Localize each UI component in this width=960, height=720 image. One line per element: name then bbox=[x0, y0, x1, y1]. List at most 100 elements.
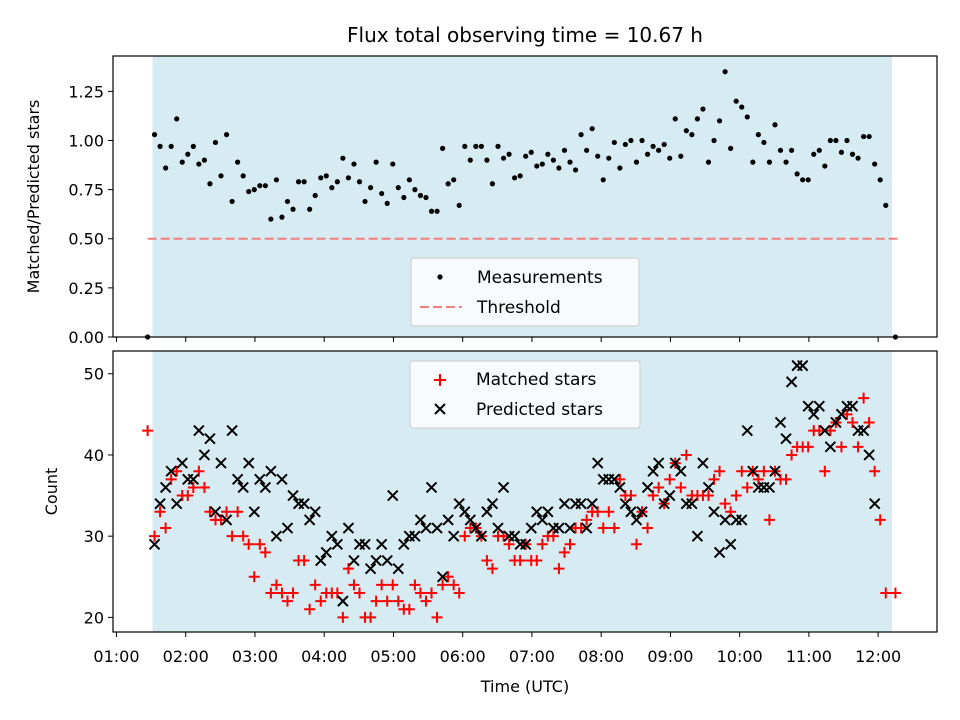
predicted-stars-point bbox=[652, 457, 665, 469]
matched-stars-point bbox=[642, 522, 654, 534]
predicted-stars-point bbox=[619, 497, 632, 510]
matched-stars-point bbox=[365, 611, 377, 623]
measurement-point bbox=[174, 116, 180, 122]
measurement-point bbox=[750, 159, 756, 165]
measurement-point bbox=[351, 161, 357, 167]
predicted-stars-point bbox=[741, 424, 753, 437]
measurement-point bbox=[644, 151, 651, 157]
bottom-panel-ylabel: Count bbox=[42, 468, 61, 516]
measurement-point bbox=[489, 181, 496, 187]
measurement-point bbox=[201, 157, 208, 163]
matched-stars-point bbox=[281, 595, 293, 607]
measurement-point bbox=[595, 153, 601, 159]
matched-stars-point bbox=[813, 425, 825, 437]
matched-stars-point bbox=[304, 603, 316, 615]
matched-stars-point bbox=[880, 587, 892, 599]
matched-stars-point bbox=[226, 530, 238, 542]
top-y-tick-label: 0.00 bbox=[68, 328, 104, 347]
predicted-stars-point bbox=[281, 522, 294, 534]
matched-stars-point bbox=[780, 473, 792, 485]
predicted-stars-point bbox=[819, 424, 831, 437]
measurement-point bbox=[700, 106, 706, 112]
measurement-point bbox=[606, 155, 612, 161]
measurement-point bbox=[667, 155, 673, 161]
matched-stars-point bbox=[315, 595, 327, 607]
matched-stars-point bbox=[553, 563, 565, 575]
predicted-stars-point bbox=[492, 522, 504, 534]
matched-stars-point bbox=[414, 587, 426, 599]
matched-stars-point bbox=[154, 506, 166, 518]
matched-stars-point bbox=[536, 538, 548, 550]
predicted-stars-point bbox=[697, 457, 709, 469]
measurement-point bbox=[567, 159, 573, 165]
predicted-stars-point bbox=[719, 514, 731, 526]
predicted-stars-point bbox=[641, 481, 654, 494]
top-legend-box bbox=[410, 257, 640, 327]
predicted-stars-point bbox=[359, 538, 371, 550]
measurement-point bbox=[849, 151, 856, 157]
measurement-point bbox=[877, 177, 883, 183]
matched-stars-point bbox=[442, 571, 454, 583]
predicted-stars-point bbox=[326, 530, 338, 542]
measurement-point bbox=[805, 177, 811, 183]
matched-stars-point bbox=[736, 465, 748, 477]
measurement-point bbox=[661, 141, 667, 148]
predicted-stars-point bbox=[536, 514, 549, 526]
predicted-stars-point bbox=[431, 522, 443, 534]
measurement-point bbox=[495, 143, 501, 149]
predicted-stars-point bbox=[392, 562, 404, 575]
measurement-point bbox=[811, 151, 817, 157]
top-panel-frame bbox=[112, 55, 938, 338]
measurement-point bbox=[268, 216, 274, 222]
matched-stars-point bbox=[403, 603, 415, 615]
predicted-stars-point bbox=[370, 554, 382, 567]
bottom-legend: Matched stars Predicted stars bbox=[409, 360, 641, 429]
predicted-stars-point bbox=[231, 473, 244, 486]
measurement-point bbox=[800, 177, 806, 183]
measurement-point bbox=[246, 188, 252, 195]
x-axis-label: Time (UTC) bbox=[480, 677, 569, 696]
predicted-stars-point bbox=[591, 457, 604, 469]
legend-threshold-label: Threshold bbox=[476, 298, 561, 318]
matched-stars-point bbox=[741, 481, 753, 493]
predicted-stars-point bbox=[375, 538, 388, 550]
measurement-point bbox=[761, 139, 767, 146]
measurement-point bbox=[584, 147, 590, 153]
measurement-point bbox=[329, 185, 335, 191]
predicted-stars-point bbox=[658, 497, 670, 510]
x-tick-label: 02:00 bbox=[163, 647, 209, 666]
measurement-point bbox=[777, 147, 784, 153]
measurement-point bbox=[561, 147, 568, 153]
measurement-point bbox=[534, 163, 540, 169]
predicted-stars-point bbox=[315, 554, 327, 567]
predicted-stars-point bbox=[553, 522, 565, 534]
measurement-point bbox=[163, 165, 169, 171]
predicted-stars-point bbox=[248, 506, 260, 518]
matched-stars-point bbox=[614, 473, 626, 485]
predicted-stars-point bbox=[170, 497, 183, 510]
measurement-point bbox=[650, 143, 656, 149]
top-panel: 0.00 0.25 0.50 0.75 1.00 1.25 Matched/Predict… bbox=[24, 55, 938, 347]
matched-stars-point bbox=[426, 587, 438, 599]
predicted-stars-point bbox=[575, 497, 587, 510]
x-tick-label: 06:00 bbox=[440, 647, 486, 666]
measurement-point bbox=[257, 183, 263, 189]
matched-stars-point bbox=[581, 514, 593, 526]
matched-stars-point bbox=[259, 546, 271, 558]
predicted-stars-point bbox=[558, 497, 571, 510]
predicted-stars-point bbox=[486, 497, 499, 510]
matched-stars-point bbox=[874, 514, 886, 526]
measurement-point bbox=[622, 141, 629, 148]
predicted-stars-point bbox=[337, 595, 349, 607]
legend-matched-marker bbox=[434, 374, 446, 386]
predicted-stars-point bbox=[675, 465, 687, 477]
predicted-stars-point bbox=[226, 424, 238, 437]
predicted-stars-point bbox=[237, 481, 249, 494]
measurement-point bbox=[157, 143, 163, 149]
matched-stars-point bbox=[763, 514, 775, 526]
predicted-stars-point bbox=[270, 530, 283, 542]
measurement-point bbox=[279, 214, 285, 220]
measurement-point bbox=[473, 143, 479, 149]
measurement-point bbox=[861, 133, 867, 140]
matched-stars-point bbox=[714, 465, 726, 477]
